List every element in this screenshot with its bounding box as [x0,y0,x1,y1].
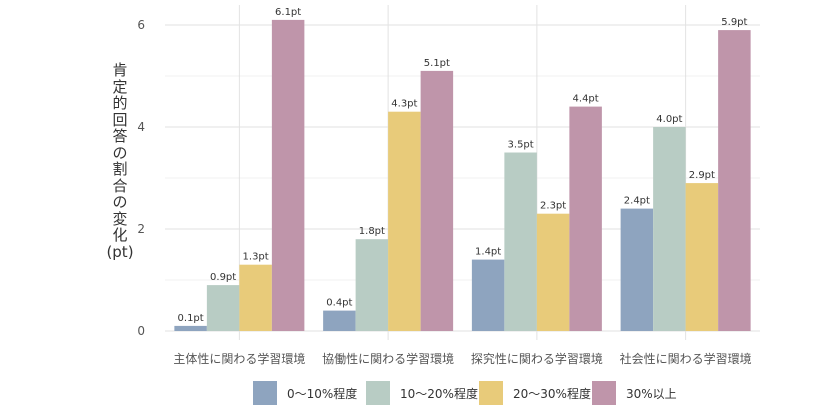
y-axis-ticks: 0 2 4 6 [137,18,145,338]
x-tick-label: 探究性に関わる学習環境 [471,351,603,366]
data-label: 1.8pt [359,226,385,237]
bar [420,70,454,332]
x-tick-label: 社会性に関わる学習環境 [620,351,752,366]
y-tick-label: 6 [137,18,145,32]
x-tick-label: 主体性に関わる学習環境 [173,351,305,366]
legend-item: 10～20%程度 [366,379,478,407]
bar [174,325,207,331]
y-tick-label: 2 [137,222,145,236]
data-label: 5.1pt [424,58,450,69]
bar [239,264,272,331]
bar [620,208,654,331]
data-label: 6.1pt [275,7,301,18]
bar [685,183,719,331]
data-label: 4.4pt [573,94,599,105]
data-label: 2.4pt [624,196,650,207]
bar [471,259,505,331]
legend-swatch [253,381,277,405]
bar [536,213,570,331]
bar [504,152,537,331]
bar [569,106,602,331]
bar [271,19,305,332]
legend-swatch [479,381,503,405]
x-tick-label: 協働性に関わる学習環境 [322,351,454,366]
legend-item: 30%以上 [592,379,677,407]
bars [174,19,751,332]
data-label: 5.9pt [721,17,747,28]
y-axis-label: 肯定的回答の割合の変化(pt) [106,61,134,261]
legend-label: 0～10%程度 [287,386,358,401]
legend: 0～10%程度 10～20%程度 20～30%程度 30%以上 [0,379,824,407]
legend-item: 20～30%程度 [479,379,591,407]
data-label: 2.3pt [540,201,566,212]
data-label: 2.9pt [689,170,715,181]
data-label: 0.1pt [178,313,204,324]
bar [323,310,356,331]
bar [206,285,240,331]
legend-label: 30%以上 [626,386,677,401]
bar [718,30,751,331]
data-label: 1.3pt [243,252,269,263]
data-label: 3.5pt [508,140,534,151]
data-label: 1.4pt [475,247,501,258]
data-label: 0.4pt [326,298,352,309]
data-label: 4.3pt [391,99,417,110]
bar [653,127,686,331]
y-tick-label: 0 [137,324,145,338]
legend-item: 0～10%程度 [253,379,357,407]
bar [388,111,421,331]
legend-label: 20～30%程度 [513,386,591,401]
data-label: 4.0pt [656,114,682,125]
legend-swatch [592,381,616,405]
legend-label: 10～20%程度 [400,386,478,401]
data-labels: 0.1pt 0.9pt 1.3pt 6.1pt 0.4pt 1.8pt 4.3pt 5.1pt… [178,7,748,324]
bar [355,239,389,331]
x-axis-ticks: 主体性に関わる学習環境 協働性に関わる学習環境 探究性に関わる学習環境 社会性に関わる… [173,351,751,366]
y-tick-label: 4 [137,120,145,134]
data-label: 0.9pt [210,272,236,283]
legend-swatch [366,381,390,405]
